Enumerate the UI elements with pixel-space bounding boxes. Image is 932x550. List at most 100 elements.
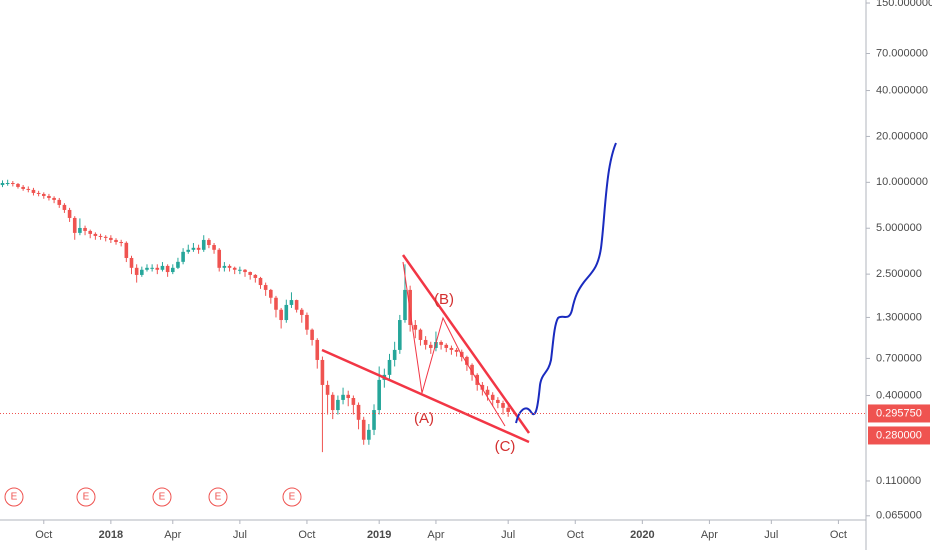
candle-body [83,227,87,231]
candle-body [253,274,258,278]
candle-body [16,183,20,187]
candle-body [346,394,351,399]
y-tick-label: 70.000000 [876,47,928,59]
candle-body [377,379,381,411]
candle-body [134,267,139,275]
candle-body [36,192,41,194]
x-tick-label: 2020 [630,529,654,541]
price-axis-panel [866,0,932,550]
candle-body [413,324,418,330]
candle-body [258,277,263,286]
candle-body [47,195,51,198]
candle-body [330,394,335,411]
candle-body [454,349,459,352]
wave-label: (C) [495,438,516,455]
candle-body [52,197,56,200]
candle-body [418,329,423,340]
candle-body [124,242,129,258]
candle-body [501,403,505,408]
trend-line[interactable] [401,254,531,434]
candle-body [392,349,397,360]
candle-body [150,267,154,269]
candle-body [78,227,82,233]
candle-body [320,359,325,385]
candle-body [165,265,170,273]
candle-body [62,204,67,210]
candle-body [485,389,490,395]
candle-body [186,249,191,252]
candle-body [361,419,366,440]
candle-body [305,314,309,330]
x-tick-label: Oct [567,529,584,541]
event-marker[interactable] [4,487,24,507]
candle-body [480,384,485,390]
event-marker[interactable] [76,487,96,507]
event-marker[interactable] [282,487,302,507]
candle-body [351,398,356,405]
candle-body [57,199,62,205]
events: E E E E E [4,487,302,507]
price-label-box [868,404,930,423]
y-tick-label: 20.000000 [876,130,928,142]
event-marker[interactable] [208,487,228,507]
event-label: E [159,492,166,503]
y-tick-label: 40.000000 [876,84,928,96]
event-label: E [289,492,296,503]
y-tick-label: 5.000000 [876,222,922,234]
candle-body [31,189,36,193]
candle-body [181,251,185,262]
candle-body [423,339,428,345]
candle-body [222,265,227,268]
candle-body [155,267,160,270]
candle-body [72,217,77,233]
y-tick-label: 0.700000 [876,352,922,364]
candle-body [196,247,201,250]
candle-body [238,269,242,271]
price-label: 0.280000 [876,429,922,441]
candle-body [356,404,361,420]
trend-line[interactable] [321,348,530,444]
candle-body [398,320,402,350]
candle-body [387,359,392,375]
y-tick-label: 0.065000 [876,510,922,522]
event-marker[interactable] [152,487,172,507]
candle-body [98,235,103,237]
candle-body [403,289,407,321]
candle-body [470,364,474,375]
candle-body [269,289,273,298]
projection-path[interactable] [515,142,617,424]
candle-body [444,344,449,348]
candle-body [119,242,123,244]
candle-body [496,399,500,404]
x-tick-label: Oct [35,529,52,541]
candle-body [465,356,469,365]
candle-body [232,267,237,270]
candle-body [176,261,180,268]
candle-body [201,239,206,250]
candle-body [336,399,340,411]
candle-body [109,237,113,240]
candle-body [129,257,134,268]
candle-body [279,309,283,321]
candle-body [160,265,165,270]
x-tick-label: Oct [830,529,847,541]
candle-body [5,183,10,185]
candle-body [41,193,46,196]
candle-body [0,183,5,186]
candle-body [325,384,330,395]
candle-body [294,300,299,310]
candle-body [11,183,15,185]
candle-body [408,289,412,325]
candle-body [88,230,93,234]
candle-body [170,267,175,273]
y-tick-label: 0.400000 [876,389,922,401]
candle-body [103,236,108,238]
x-tick-label: Jul [233,529,247,541]
x-tick-label: 2018 [99,529,123,541]
candle-body [114,239,118,243]
candle-body [243,269,247,273]
wave-line[interactable] [402,261,506,427]
x-tick-label: Apr [427,529,444,541]
